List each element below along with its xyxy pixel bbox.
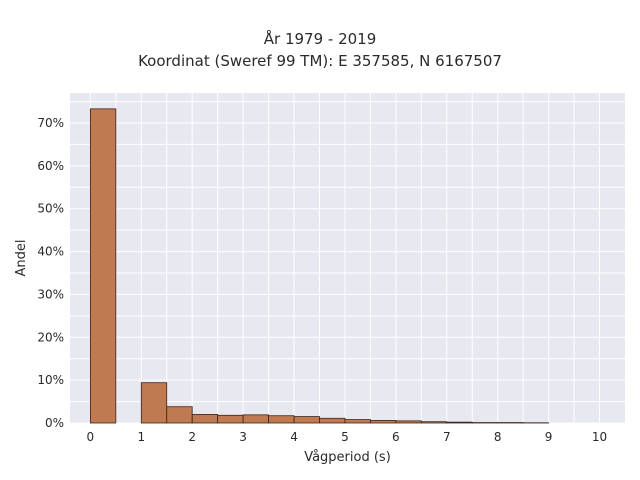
y-tick-label: 70% xyxy=(37,116,64,130)
x-tick-label: 3 xyxy=(239,430,247,444)
y-tick-label: 30% xyxy=(37,287,64,301)
histogram-bar xyxy=(166,406,193,424)
histogram-bar xyxy=(242,414,269,424)
histogram-bars xyxy=(89,108,550,424)
x-tick-label: 4 xyxy=(290,430,298,444)
x-tick-label: 2 xyxy=(188,430,196,444)
x-tick-label: 0 xyxy=(87,430,95,444)
x-axis-ticks: 0 1 2 3 4 5 6 7 8 9 10 xyxy=(87,430,608,444)
histogram-bar xyxy=(370,420,397,424)
y-tick-label: 50% xyxy=(37,202,64,216)
histogram-bar xyxy=(344,419,371,424)
chart-title-line-1: År 1979 - 2019 xyxy=(263,30,377,48)
x-tick-label: 8 xyxy=(494,430,502,444)
y-tick-label: 10% xyxy=(37,373,64,387)
x-axis-label: Vågperiod (s) xyxy=(304,450,391,465)
y-tick-label: 40% xyxy=(37,245,64,259)
histogram-bar xyxy=(217,414,244,424)
y-tick-label: 0% xyxy=(45,416,64,430)
histogram-bar xyxy=(319,417,346,424)
histogram-bar xyxy=(191,414,219,424)
y-axis-label: Andel xyxy=(14,240,29,277)
histogram-bar xyxy=(89,108,117,424)
histogram-bar xyxy=(268,415,295,424)
x-tick-label: 7 xyxy=(443,430,451,444)
plot-area xyxy=(70,93,625,423)
x-tick-label: 10 xyxy=(592,430,607,444)
x-tick-label: 6 xyxy=(392,430,400,444)
y-tick-label: 60% xyxy=(37,159,64,173)
histogram-bar xyxy=(293,416,320,424)
y-tick-label: 20% xyxy=(37,330,64,344)
histogram-bar xyxy=(140,382,168,424)
x-tick-label: 1 xyxy=(137,430,145,444)
x-tick-label: 5 xyxy=(341,430,349,444)
chart-title-line-2: Koordinat (Sweref 99 TM): E 357585, N 61… xyxy=(138,52,502,70)
y-axis-ticks: 0% 10% 20% 30% 40% 50% 60% 70% xyxy=(37,116,64,430)
histogram-bar xyxy=(446,421,473,424)
x-tick-label: 9 xyxy=(545,430,553,444)
histogram-bar xyxy=(420,421,448,424)
histogram-bar xyxy=(395,420,422,424)
